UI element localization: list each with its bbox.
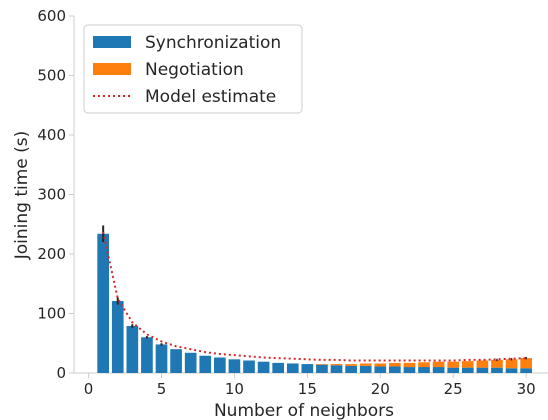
legend-label-negotiation: Negotiation (145, 60, 244, 80)
y-tick-label: 0 (56, 364, 66, 382)
negotiation-bar (374, 363, 387, 367)
synchronization-bar (476, 367, 489, 373)
y-tick-label: 200 (37, 245, 66, 263)
synchronization-bar (461, 367, 474, 373)
legend-label-model-estimate: Model estimate (145, 87, 276, 107)
x-tick-label: 30 (517, 380, 536, 398)
synchronization-bar (491, 367, 503, 373)
negotiation-bar (330, 364, 343, 366)
model-estimate-line (102, 231, 527, 362)
negotiation-bar (316, 364, 328, 365)
synchronization-bar (286, 363, 299, 373)
x-tick-label: 0 (84, 380, 94, 398)
y-tick-label: 300 (37, 186, 66, 204)
negotiation-bar (520, 358, 532, 369)
synchronization-bar (228, 359, 241, 373)
y-axis-label: Joining time (s) (12, 131, 32, 261)
synchronization-bar (389, 366, 401, 373)
x-axis-label: Number of neighbors (214, 401, 394, 420)
synchronization-bar (184, 352, 197, 373)
synchronization-bar (447, 367, 460, 373)
synchronization-bar (418, 367, 430, 373)
x-tick-label: 15 (298, 380, 317, 398)
synchronization-bar (155, 344, 168, 373)
negotiation-bar (432, 361, 445, 368)
x-tick-label: 25 (444, 380, 463, 398)
negotiation-bar (389, 362, 401, 367)
synchronization-bar (345, 365, 357, 373)
negotiation-bar (491, 359, 503, 368)
negotiation-bar (345, 364, 357, 366)
negotiation-bar (476, 360, 489, 368)
legend: Synchronization Negotiation Model estima… (83, 24, 303, 114)
legend-box (83, 24, 303, 114)
error-bars (102, 225, 527, 362)
synchronization-bar (432, 367, 445, 373)
synchronization-bar (374, 366, 387, 373)
y-tick-label: 100 (37, 305, 66, 323)
synchronization-bar (330, 365, 343, 373)
synchronization-bar (272, 362, 285, 373)
y-tick-label: 600 (37, 7, 66, 25)
y-tick-label: 500 (37, 67, 66, 85)
x-tick-label: 5 (157, 380, 167, 398)
synchronization-bar (257, 361, 270, 373)
x-axis-ticks: 0 5 10 15 20 25 30 (84, 373, 536, 398)
synchronization-bar (301, 364, 314, 373)
negotiation-bar (418, 362, 430, 368)
legend-label-synchronization: Synchronization (145, 33, 281, 53)
negotiation-bars (316, 358, 532, 369)
synchronization-bar (97, 233, 110, 373)
model-estimate-polyline (102, 231, 527, 362)
x-tick-label: 10 (225, 380, 244, 398)
synchronization-bar (199, 355, 212, 373)
synchronization-bar (505, 368, 518, 373)
synchronization-bar (111, 301, 124, 373)
synchronization-bars (97, 233, 532, 373)
synchronization-bar (141, 337, 153, 373)
negotiation-bar (505, 359, 518, 369)
synchronization-bar (520, 368, 532, 373)
synchronization-bar (359, 365, 372, 373)
negotiation-bar (403, 362, 416, 368)
negotiation-bar (359, 363, 372, 366)
negotiation-bar (447, 361, 460, 368)
synchronization-bar (403, 367, 416, 373)
synchronization-bar (214, 357, 226, 373)
legend-swatch-negotiation (93, 63, 131, 75)
synchronization-bar (243, 360, 255, 373)
synchronization-bar (170, 349, 182, 373)
negotiation-bar (461, 361, 474, 368)
y-tick-label: 400 (37, 126, 66, 144)
synchronization-bar (126, 325, 139, 373)
x-tick-label: 20 (371, 380, 390, 398)
synchronization-bar (316, 364, 328, 373)
legend-swatch-synchronization (93, 36, 131, 48)
y-axis-ticks: 0 100 200 300 400 500 600 (37, 7, 74, 382)
